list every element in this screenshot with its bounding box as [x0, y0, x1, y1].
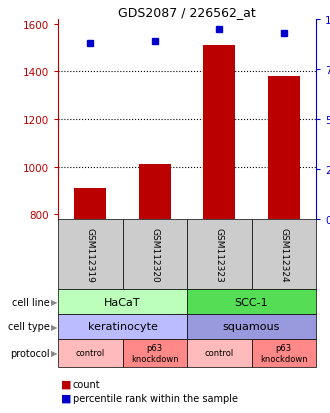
Text: ▶: ▶: [51, 297, 58, 306]
Text: GSM112319: GSM112319: [86, 227, 95, 282]
Text: control: control: [205, 349, 234, 358]
Text: cell line: cell line: [12, 297, 50, 307]
Text: percentile rank within the sample: percentile rank within the sample: [73, 393, 238, 403]
Text: ▶: ▶: [51, 349, 58, 358]
Text: GSM112324: GSM112324: [279, 227, 288, 282]
Text: protocol: protocol: [10, 348, 50, 358]
Text: GSM112323: GSM112323: [215, 227, 224, 282]
Text: SCC-1: SCC-1: [235, 297, 268, 307]
Bar: [74, 189, 106, 219]
Bar: [139, 165, 171, 219]
Bar: [268, 77, 300, 219]
Text: HaCaT: HaCaT: [104, 297, 141, 307]
Text: count: count: [73, 379, 100, 389]
Text: keratinocyte: keratinocyte: [87, 322, 157, 332]
Text: GSM112320: GSM112320: [150, 227, 159, 282]
Text: ■: ■: [61, 393, 72, 403]
Text: cell type: cell type: [8, 322, 50, 332]
Title: GDS2087 / 226562_at: GDS2087 / 226562_at: [118, 6, 256, 19]
Text: control: control: [76, 349, 105, 358]
Text: ▶: ▶: [51, 322, 58, 331]
Text: squamous: squamous: [223, 322, 280, 332]
Text: ■: ■: [61, 379, 72, 389]
Bar: [203, 46, 235, 219]
Text: p63
knockdown: p63 knockdown: [260, 344, 308, 363]
Text: p63
knockdown: p63 knockdown: [131, 344, 179, 363]
